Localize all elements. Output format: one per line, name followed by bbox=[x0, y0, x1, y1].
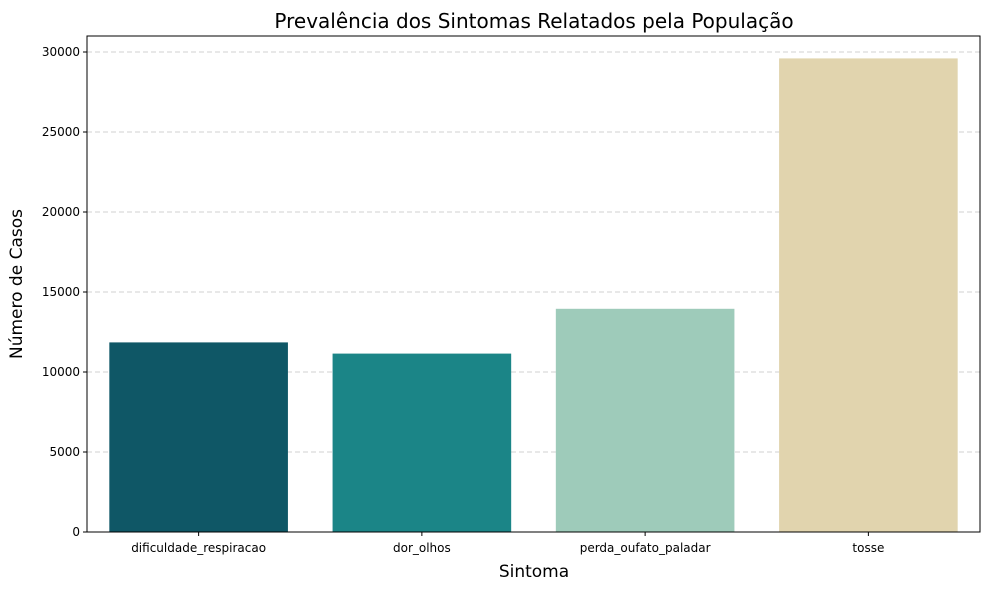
y-tick-label: 5000 bbox=[49, 445, 80, 459]
y-tick-label: 30000 bbox=[42, 45, 80, 59]
chart-title: Prevalência dos Sintomas Relatados pela … bbox=[274, 9, 793, 33]
y-tick-label: 20000 bbox=[42, 205, 80, 219]
y-tick-label: 25000 bbox=[42, 125, 80, 139]
plot-frame bbox=[86, 35, 981, 533]
bar-dificuldade-respiracao bbox=[109, 342, 288, 532]
bar-perda-oufato-paladar bbox=[555, 308, 735, 532]
x-axis-ticks: dificuldade_respiracao dor_olhos perda_ouf… bbox=[131, 532, 884, 555]
x-tick-label: tosse bbox=[852, 541, 884, 555]
x-tick-label: perda_oufato_paladar bbox=[580, 541, 711, 555]
y-tick-label: 10000 bbox=[42, 365, 80, 379]
bars bbox=[109, 58, 958, 533]
bar-tosse bbox=[779, 58, 958, 533]
y-tick-label: 15000 bbox=[42, 285, 80, 299]
y-axis-ticks: 0 5000 10000 15000 20000 25000 30000 bbox=[42, 45, 87, 539]
y-axis-title: Número de Casos bbox=[7, 209, 27, 359]
x-tick-label: dificuldade_respiracao bbox=[131, 541, 266, 555]
x-axis-title: Sintoma bbox=[499, 562, 569, 582]
x-tick-label: dor_olhos bbox=[393, 541, 451, 555]
bar-dor-olhos bbox=[332, 353, 512, 532]
y-tick-label: 0 bbox=[72, 525, 80, 539]
